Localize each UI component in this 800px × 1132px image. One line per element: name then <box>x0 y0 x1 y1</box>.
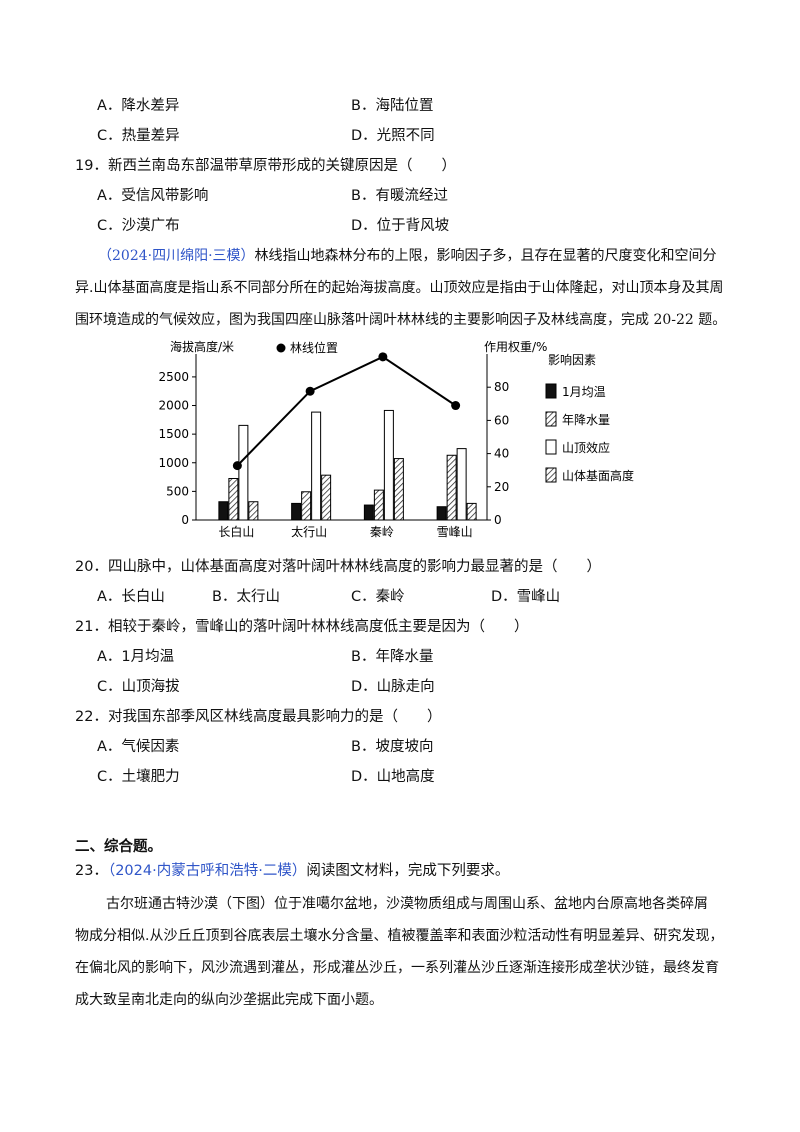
q23-text-line-3: 在偏北风的影响下，风沙流遇到灌丛，形成灌丛沙丘，一系列灌丛沙丘逐渐连接形成垄状沙… <box>75 960 719 976</box>
passage-line-3: 围环境造成的气候效应，图为我国四座山脉落叶阔叶林林线的主要影响因子及林线高度，完… <box>75 312 727 328</box>
q19-option-b[interactable]: B．有暖流经过 <box>351 188 448 204</box>
legend-title: 影响因素 <box>548 352 596 367</box>
q21-stem: 21．相较于秦岭，雪峰山的落叶阔叶林林线高度低主要是因为（ ） <box>75 619 529 635</box>
right-tick-label: 0 <box>494 513 502 527</box>
left-tick-label: 1500 <box>158 427 189 441</box>
q21-option-c[interactable]: C．山顶海拔 <box>97 679 180 695</box>
bar-3 <box>383 409 394 521</box>
bar-3 <box>456 448 467 521</box>
q20-option-a[interactable]: A．长白山 <box>97 589 165 605</box>
bar-2 <box>446 454 457 521</box>
q22-option-b[interactable]: B．坡度坡向 <box>351 739 434 755</box>
q23-source: （2024·内蒙古呼和浩特·二模） <box>107 863 307 879</box>
q18-option-c[interactable]: C．热量差异 <box>97 128 180 144</box>
legend-label-1: 1月均温 <box>562 385 606 399</box>
bar-1 <box>363 504 374 521</box>
q18-option-d[interactable]: D．光照不同 <box>351 128 435 144</box>
left-tick-label: 2500 <box>158 370 189 384</box>
treeline-legend-marker <box>276 343 286 353</box>
legend-label-2: 年降水量 <box>562 413 610 427</box>
q23-text-line-2: 物成分相似.从沙丘丘顶到谷底表层土壤水分含量、植被覆盖率和表面沙粒活动性有明显差… <box>75 928 724 944</box>
passage-source: （2024·四川绵阳·三模） <box>98 248 255 264</box>
passage-text-1: 林线指山地森林分布的上限，影响因子多，且存在显著的尺度变化和空间分 <box>254 248 717 264</box>
left-tick-label: 0 <box>181 513 189 527</box>
left-tick-label: 2000 <box>158 399 189 413</box>
q18-option-a[interactable]: A．降水差异 <box>97 98 180 114</box>
treeline-point <box>378 352 388 362</box>
category-label: 太行山 <box>291 524 327 539</box>
q20-option-c[interactable]: C．秦岭 <box>351 589 405 605</box>
left-tick-label: 500 <box>166 484 189 498</box>
treeline-point <box>232 461 242 471</box>
q20-option-b[interactable]: B．太行山 <box>212 589 280 605</box>
right-tick-label: 40 <box>494 447 509 461</box>
q21-option-a[interactable]: A．1月均温 <box>97 649 175 665</box>
q21-option-d[interactable]: D．山脉走向 <box>351 679 435 695</box>
legend-label-3: 山顶效应 <box>562 440 610 455</box>
q18-option-b[interactable]: B．海陆位置 <box>351 98 434 114</box>
bar-4 <box>321 474 332 521</box>
q19-option-d[interactable]: D．位于背风坡 <box>351 218 450 234</box>
category-label: 雪峰山 <box>437 525 473 539</box>
category-label: 长白山 <box>218 524 254 539</box>
bar-3 <box>238 424 249 521</box>
bar-1 <box>291 502 302 521</box>
bar-4 <box>466 502 477 521</box>
bar-4 <box>393 458 404 521</box>
q22-stem: 22．对我国东部季风区林线高度最具影响力的是（ ） <box>75 709 442 725</box>
legend-swatch-1 <box>545 383 557 399</box>
left-axis-title: 海拔高度/米 <box>170 339 234 354</box>
bar-2 <box>373 489 384 521</box>
q20-stem: 20．四山脉中，山体基面高度对落叶阔叶林林线高度的影响力最显著的是（ ） <box>75 559 601 575</box>
right-tick-label: 60 <box>494 413 509 427</box>
left-tick-label: 1000 <box>158 456 189 470</box>
q23-text-line-4: 成大致呈南北走向的纵向沙垄据此完成下面小题。 <box>75 992 383 1008</box>
bar-3 <box>311 411 322 521</box>
treeline-legend-label: 林线位置 <box>290 340 338 355</box>
category-label: 秦岭 <box>370 525 394 539</box>
q19-option-c[interactable]: C．沙漠广布 <box>97 218 180 234</box>
treeline-point <box>451 401 461 411</box>
bar-4 <box>248 501 259 521</box>
legend-swatch-4 <box>545 467 557 483</box>
q19-stem: 19．新西兰南岛东部温带草原带形成的关键原因是（ ） <box>75 158 456 174</box>
legend-swatch-3 <box>545 439 557 455</box>
bar-1 <box>436 506 447 521</box>
q22-option-c[interactable]: C．土壤肥力 <box>97 769 180 785</box>
passage-line-2: 异.山体基面高度是指山系不同部分所在的起始海拔高度。山顶效应是指由于山体隆起，对… <box>75 280 724 296</box>
q22-option-d[interactable]: D．山地高度 <box>351 769 435 785</box>
treeline-line <box>236 355 457 467</box>
bar-2 <box>301 491 312 521</box>
q23-number: 23． <box>75 863 108 879</box>
legend-label-4: 山体基面高度 <box>562 468 634 483</box>
right-tick-label: 20 <box>494 480 509 494</box>
passage-line-1: （2024·四川绵阳·三模）林线指山地森林分布的上限，影响因子多，且存在显著的尺… <box>98 246 717 266</box>
q23-text-line-1: 古尔班通古特沙漠（下图）位于准噶尔盆地，沙漠物质组成与周围山系、盆地内台原高地各… <box>106 896 708 912</box>
section-2-title: 二、综合题。 <box>75 839 162 855</box>
q23-header: 23．（2024·内蒙古呼和浩特·二模）阅读图文材料，完成下列要求。 <box>75 861 509 881</box>
q20-option-d[interactable]: D．雪峰山 <box>491 589 561 605</box>
treeline-factor-chart: 海拔高度/米 作用权重/% 影响因素 0 500 1000 1500 2000 2500 0… <box>158 339 634 539</box>
q19-option-a[interactable]: A．受信风带影响 <box>97 188 209 204</box>
legend-swatch-2 <box>545 411 557 427</box>
q21-option-b[interactable]: B．年降水量 <box>351 649 434 665</box>
bar-1 <box>218 501 229 521</box>
bar-2 <box>228 478 239 521</box>
q23-instruction: 阅读图文材料，完成下列要求。 <box>306 863 510 879</box>
q22-option-a[interactable]: A．气候因素 <box>97 739 180 755</box>
right-tick-label: 80 <box>494 380 509 394</box>
treeline-point <box>305 386 315 396</box>
right-axis-title: 作用权重/% <box>484 340 547 354</box>
